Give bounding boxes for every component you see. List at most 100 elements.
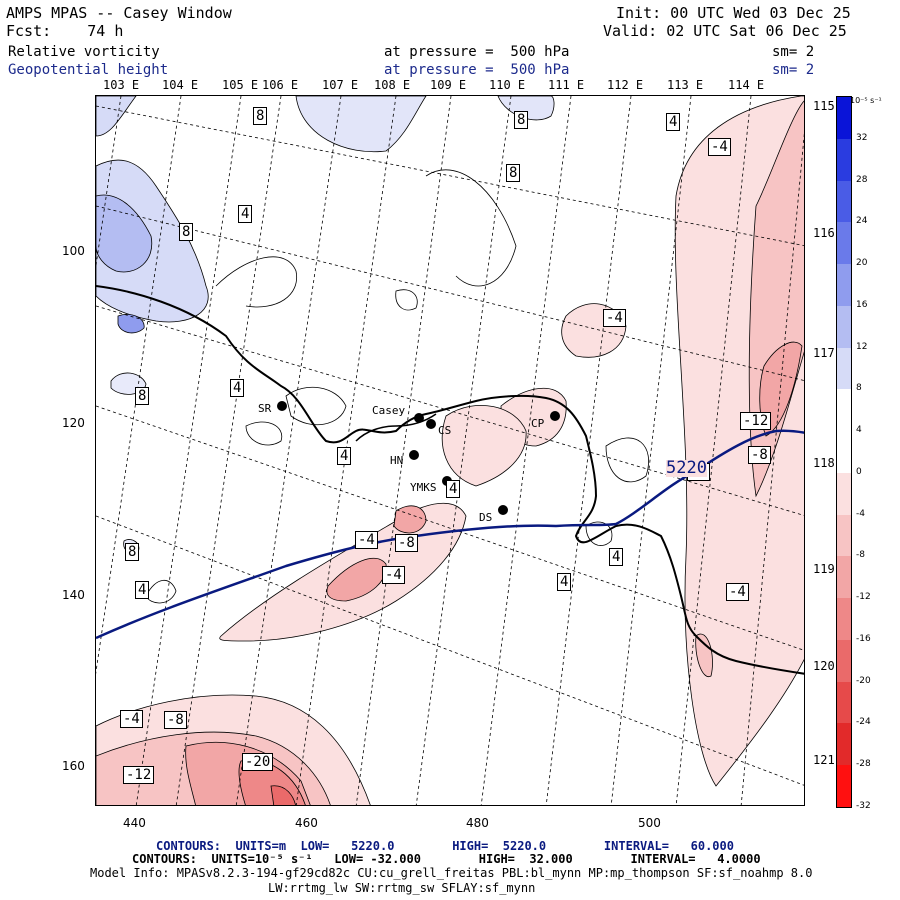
field1-smoothing: sm= 2 <box>772 44 815 60</box>
colorbar-tick-label: -28 <box>856 759 871 770</box>
contour-label: -20 <box>242 753 274 771</box>
colorbar-segment <box>837 138 851 181</box>
station-markers <box>277 401 560 515</box>
colorbar-tick-label: -12 <box>856 592 871 603</box>
forecast-hour: Fcst: 74 h <box>6 22 124 40</box>
contour-label: -4 <box>708 138 731 156</box>
station-marker-cp[interactable] <box>550 411 560 421</box>
init-time: Init: 00 UTC Wed 03 Dec 25 <box>616 4 851 22</box>
lon-label: 107 E <box>322 78 359 92</box>
colorbar-tick-label: 32 <box>856 132 868 143</box>
x-tick-label: 440 <box>123 816 146 830</box>
colorbar-segment <box>837 389 851 432</box>
colorbar-tick-label: -16 <box>856 633 871 644</box>
height-contour-info: CONTOURS: UNITS=m LOW= 5220.0 HIGH= 5220… <box>156 839 734 853</box>
colorbar-segment <box>837 514 851 557</box>
contour-label: -8 <box>748 446 771 464</box>
station-label-ds: DS <box>479 511 493 524</box>
colorbar-unit: 10⁻⁵ s⁻¹ <box>850 96 882 105</box>
contour-label: -4 <box>120 710 143 728</box>
contour-label: 8 <box>125 543 140 561</box>
model-info: Model Info: MPASv8.2.3-194-gf29cd82c CU:… <box>90 866 813 880</box>
contour-label: -4 <box>355 531 378 549</box>
coastline-inner <box>355 413 437 442</box>
colorbar-segment <box>837 222 851 265</box>
valid-time: Valid: 02 UTC Sat 06 Dec 25 <box>603 22 847 40</box>
station-label-ymks: YMKS <box>410 481 437 494</box>
colorbar-tick-label: 0 <box>856 466 862 477</box>
x-tick-label: 460 <box>295 816 318 830</box>
field2-smoothing: sm= 2 <box>772 62 815 78</box>
colorbar-tick-label: -20 <box>856 675 871 686</box>
map-title: AMPS MPAS -- Casey Window <box>6 4 232 22</box>
colorbar-segment <box>837 305 851 349</box>
colorbar-tick-label: 28 <box>856 174 868 185</box>
contour-label: 4 <box>446 480 461 498</box>
contour-label: -12 <box>123 766 155 784</box>
station-marker-hn[interactable] <box>409 450 419 460</box>
vorticity-contour-info: CONTOURS: UNITS=10⁻⁵ s⁻¹ LOW= -32.000 HI… <box>132 852 761 866</box>
colorbar-tick-label: -32 <box>856 801 871 811</box>
longitude-lines <box>96 96 804 805</box>
station-marker-casey[interactable] <box>414 413 424 423</box>
contour-label: -8 <box>164 711 187 729</box>
colorbar-segment <box>837 681 851 724</box>
station-marker-sr[interactable] <box>277 401 287 411</box>
contour-label: -4 <box>726 583 749 601</box>
model-info-line2: LW:rrtmg_lw SW:rrtmg_sw SFLAY:sf_mynn <box>268 881 536 895</box>
lon-label: 106 E <box>262 78 299 92</box>
lon-label: 103 E <box>103 78 140 92</box>
colorbar-tick-label: 24 <box>856 216 868 227</box>
colorbar-tick-label: 20 <box>856 258 868 269</box>
colorbar-tick-label: -8 <box>856 550 865 561</box>
lon-label: 113 E <box>667 78 704 92</box>
contour-label: 8 <box>514 111 529 129</box>
y-tick-label: 140 <box>62 588 85 602</box>
colorbar-segment <box>837 639 851 683</box>
contour-label: 4 <box>135 581 150 599</box>
colorbar-tick-label: 8 <box>856 383 862 394</box>
negative-vorticity-shading <box>96 96 804 805</box>
colorbar-segment <box>837 556 851 599</box>
lon-label: 108 E <box>374 78 411 92</box>
colorbar-segment <box>837 180 851 223</box>
colorbar-segment <box>837 765 851 808</box>
station-marker-ds[interactable] <box>498 505 508 515</box>
colorbar-tick-label: 12 <box>856 341 868 352</box>
latitude-lines <box>96 105 804 786</box>
field1-level: at pressure = 500 hPa <box>384 44 570 60</box>
lon-label: 112 E <box>607 78 644 92</box>
station-label-cp: CP <box>531 417 545 430</box>
field2-level: at pressure = 500 hPa <box>384 62 570 78</box>
station-marker-cs[interactable] <box>426 419 436 429</box>
positive-vorticity-core <box>96 194 153 334</box>
colorbar-tick-label: -24 <box>856 717 871 728</box>
contour-label: 8 <box>506 164 521 182</box>
y-tick-label: 100 <box>62 244 85 258</box>
contour-label: 4 <box>238 205 253 223</box>
colorbar-segment <box>837 598 851 641</box>
lon-label: 109 E <box>430 78 467 92</box>
colorbar-tick-label: -4 <box>856 508 865 519</box>
y-tick-label: 120 <box>62 416 85 430</box>
x-tick-label: 480 <box>466 816 489 830</box>
x-tick-label: 500 <box>638 816 661 830</box>
contour-label: 4 <box>666 113 681 131</box>
contour-label: 4 <box>230 379 245 397</box>
height-contour-label: 5220 <box>666 458 707 478</box>
colorbar-segment <box>837 431 851 474</box>
colorbar-segment <box>837 723 851 766</box>
map-canvas <box>96 96 804 805</box>
y-tick-label: 160 <box>62 759 85 773</box>
vorticity-colorbar <box>836 96 852 808</box>
map-plot-area[interactable]: SR Casey CS HN YMKS DS CP 8 8 8 8 8 8 4 … <box>95 95 805 806</box>
colorbar-segment <box>837 97 851 140</box>
colorbar-segment <box>837 347 851 390</box>
lon-label: 110 E <box>489 78 526 92</box>
contour-label: -12 <box>740 412 772 430</box>
contour-label: 4 <box>337 447 352 465</box>
station-label-cs: CS <box>438 424 452 437</box>
station-label-hn: HN <box>390 454 404 467</box>
colorbar-tick-label: 4 <box>856 425 862 436</box>
station-label-casey: Casey <box>372 404 406 417</box>
